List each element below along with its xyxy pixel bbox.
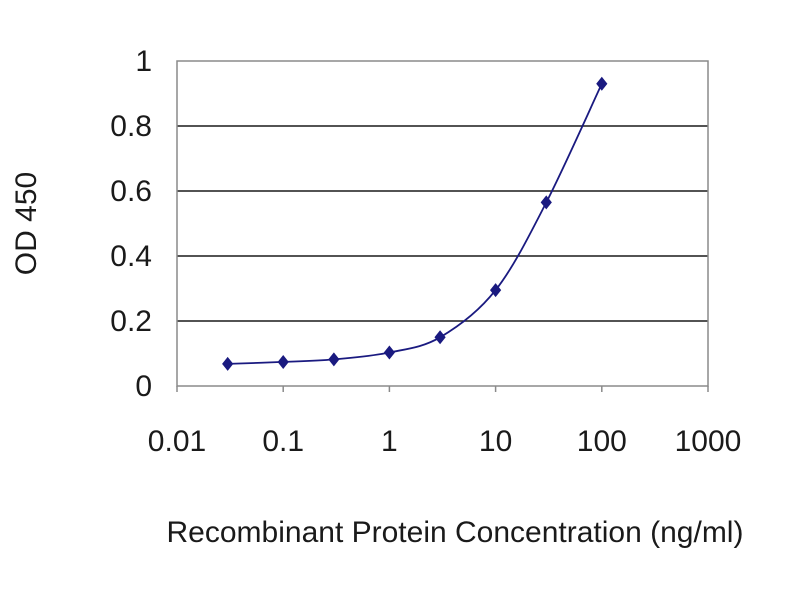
y-tick-label: 0 [135,370,152,403]
y-tick-label: 0.8 [110,110,152,143]
data-point [596,76,608,91]
data-point [490,283,502,298]
x-tick-label: 0.1 [262,425,304,458]
data-point [328,352,340,367]
data-point [222,356,234,371]
x-tick-label: 100 [577,425,627,458]
x-tick-label: 1000 [675,425,742,458]
plot-area-frame [176,60,709,387]
x-tick-label: 1 [381,425,398,458]
data-point [540,195,552,210]
grid-lines [177,125,708,322]
x-tick-label: 10 [479,425,512,458]
y-tick-label: 0.6 [110,175,152,208]
y-tick-label: 0.2 [110,305,152,338]
y-tick-label: 1 [135,45,152,78]
y-axis-title: OD 450 [10,172,43,275]
x-axis-ticks: 0.01 0.1 1 10 100 1000 [148,386,742,458]
data-point [277,354,289,369]
y-tick-label: 0.4 [110,240,152,273]
x-tick-label: 0.01 [148,425,206,458]
series [222,76,608,371]
x-axis-title: Recombinant Protein Concentration (ng/ml… [167,516,744,549]
data-point [383,345,395,360]
y-axis-ticks: 0 0.2 0.4 0.6 0.8 1 [110,45,152,403]
data-point [434,330,446,345]
